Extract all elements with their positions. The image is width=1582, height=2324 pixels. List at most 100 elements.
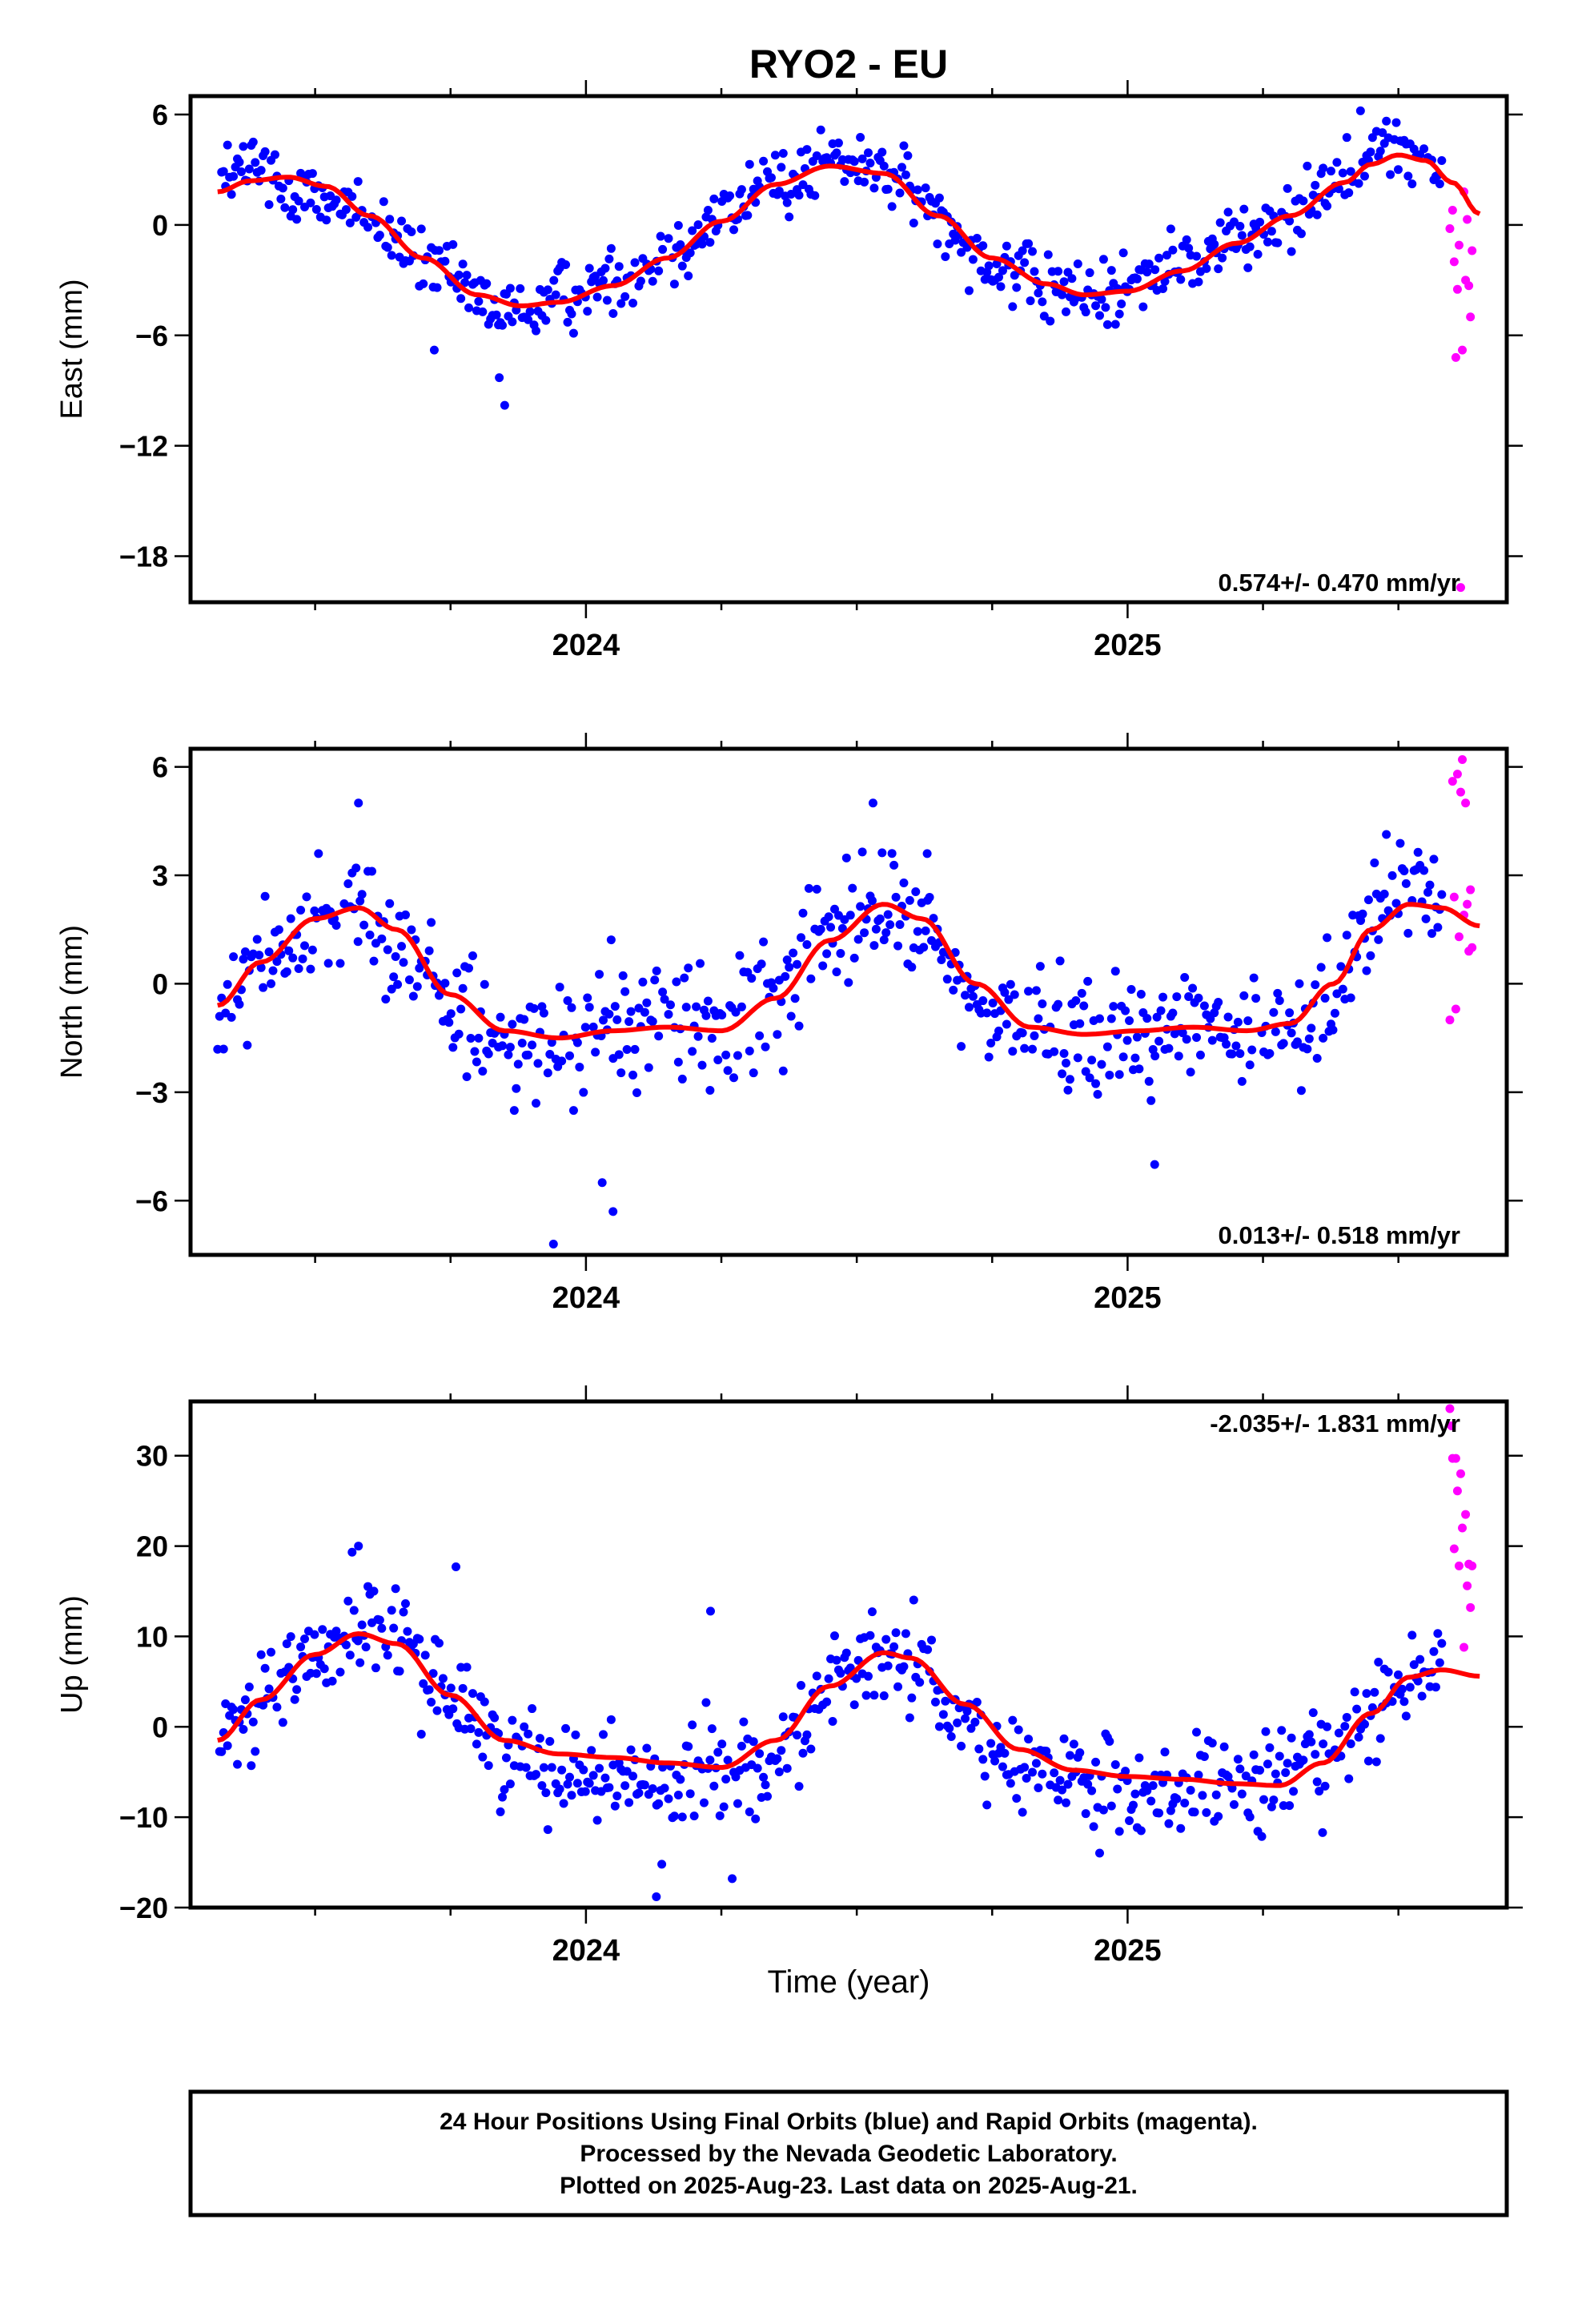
- east-final-point: [1237, 231, 1247, 240]
- east-final-point: [347, 191, 357, 201]
- east-final-point: [957, 247, 966, 257]
- east-final-point: [600, 263, 610, 273]
- up-final-point: [1352, 1704, 1362, 1714]
- up-final-point: [640, 1780, 649, 1790]
- east-final-point: [903, 151, 913, 160]
- north-final-point: [227, 1012, 236, 1022]
- north-final-point: [747, 974, 757, 983]
- north-final-point: [440, 979, 450, 988]
- up-final-point: [1319, 1739, 1328, 1749]
- up-final-point: [1110, 1759, 1120, 1769]
- north-final-point: [1233, 1017, 1243, 1027]
- north-final-point: [786, 1011, 796, 1021]
- east-final-point: [1239, 204, 1249, 214]
- north-final-point: [1075, 1019, 1085, 1028]
- north-final-point: [785, 963, 794, 972]
- up-final-point: [861, 1691, 871, 1700]
- north-final-point: [448, 1043, 458, 1052]
- north-final-point: [1338, 984, 1347, 994]
- up-final-point: [598, 1730, 608, 1739]
- east-final-point: [568, 328, 578, 338]
- up-rapid-point: [1452, 1486, 1462, 1496]
- up-final-point: [1061, 1798, 1070, 1807]
- east-final-point: [239, 142, 248, 151]
- up-final-point: [907, 1693, 917, 1703]
- north-final-point: [1065, 1075, 1074, 1084]
- east-final-point: [1101, 303, 1110, 312]
- north-final-point: [267, 979, 276, 988]
- up-final-point: [1263, 1759, 1272, 1769]
- north-final-point: [802, 940, 812, 950]
- east-final-point: [1038, 297, 1047, 307]
- up-final-point: [1342, 1712, 1351, 1722]
- up-final-point: [689, 1811, 699, 1821]
- up-final-point: [310, 1630, 319, 1639]
- up-final-point: [1202, 1807, 1211, 1817]
- up-final-point: [1024, 1735, 1034, 1744]
- north-final-point: [782, 955, 792, 965]
- east-final-point: [1311, 180, 1320, 190]
- north-final-point: [307, 945, 317, 955]
- east-final-point: [782, 198, 792, 207]
- north-final-point: [591, 1047, 600, 1057]
- east-final-point: [1419, 144, 1429, 154]
- up-final-point: [930, 1697, 940, 1707]
- north-final-point: [1227, 1049, 1237, 1059]
- up-y-tick-label: 0: [152, 1711, 168, 1743]
- up-final-point: [1245, 1812, 1255, 1822]
- north-final-point: [1207, 1035, 1217, 1045]
- north-final-point: [1144, 1076, 1154, 1086]
- east-final-point: [810, 191, 820, 200]
- up-final-point: [537, 1781, 547, 1791]
- north-final-point: [1395, 838, 1405, 848]
- north-final-point: [723, 1066, 733, 1076]
- north-final-point: [314, 849, 323, 858]
- up-final-point: [1014, 1725, 1023, 1735]
- north-final-point: [1287, 1028, 1296, 1038]
- north-final-point: [982, 1008, 992, 1018]
- north-final-point: [1050, 1047, 1059, 1056]
- north-final-point: [1304, 1034, 1314, 1043]
- north-final-point: [778, 1066, 788, 1076]
- north-final-point: [1251, 994, 1261, 1003]
- north-final-point: [1269, 1007, 1279, 1017]
- up-final-point: [1359, 1719, 1369, 1729]
- north-final-point: [895, 920, 905, 930]
- east-final-point: [895, 188, 905, 198]
- up-final-point: [634, 1788, 644, 1798]
- east-final-point: [785, 212, 794, 222]
- north-final-point: [1142, 1014, 1152, 1023]
- north-final-point: [616, 1068, 626, 1078]
- east-final-point: [429, 345, 439, 355]
- footer-frame: [188, 2089, 1509, 2217]
- east-final-point: [1118, 248, 1128, 258]
- east-final-point: [456, 294, 466, 304]
- east-final-point: [901, 170, 910, 179]
- up-final-point: [1289, 1787, 1299, 1796]
- north-final-point: [598, 1015, 608, 1025]
- east-final-point: [1098, 255, 1108, 264]
- north-final-point: [1387, 870, 1397, 880]
- north-final-point: [584, 1003, 594, 1012]
- east-final-point: [703, 206, 713, 215]
- up-final-point: [400, 1598, 410, 1608]
- up-final-point: [841, 1648, 851, 1658]
- north-final-point: [1279, 1039, 1288, 1048]
- east-final-point: [1255, 217, 1265, 227]
- east-data-layer: [217, 106, 1481, 593]
- east-panel: 6 0 −6 −12 −18 2024 2025 East (mm) 0.574+/- 0.47…: [55, 80, 1523, 662]
- north-final-point: [1195, 1050, 1205, 1059]
- up-final-point: [416, 1729, 426, 1739]
- east-final-point: [482, 279, 492, 288]
- north-final-point: [789, 948, 798, 958]
- east-final-point: [1085, 268, 1094, 278]
- east-final-point: [516, 283, 525, 293]
- east-rapid-point: [1447, 205, 1457, 215]
- east-final-point: [1326, 167, 1335, 176]
- east-final-point: [306, 198, 315, 207]
- up-final-point: [498, 1792, 508, 1802]
- north-final-point: [988, 998, 998, 1007]
- up-data-layer: [215, 1404, 1480, 1901]
- north-final-point: [1058, 1069, 1067, 1079]
- north-final-point: [717, 1011, 727, 1020]
